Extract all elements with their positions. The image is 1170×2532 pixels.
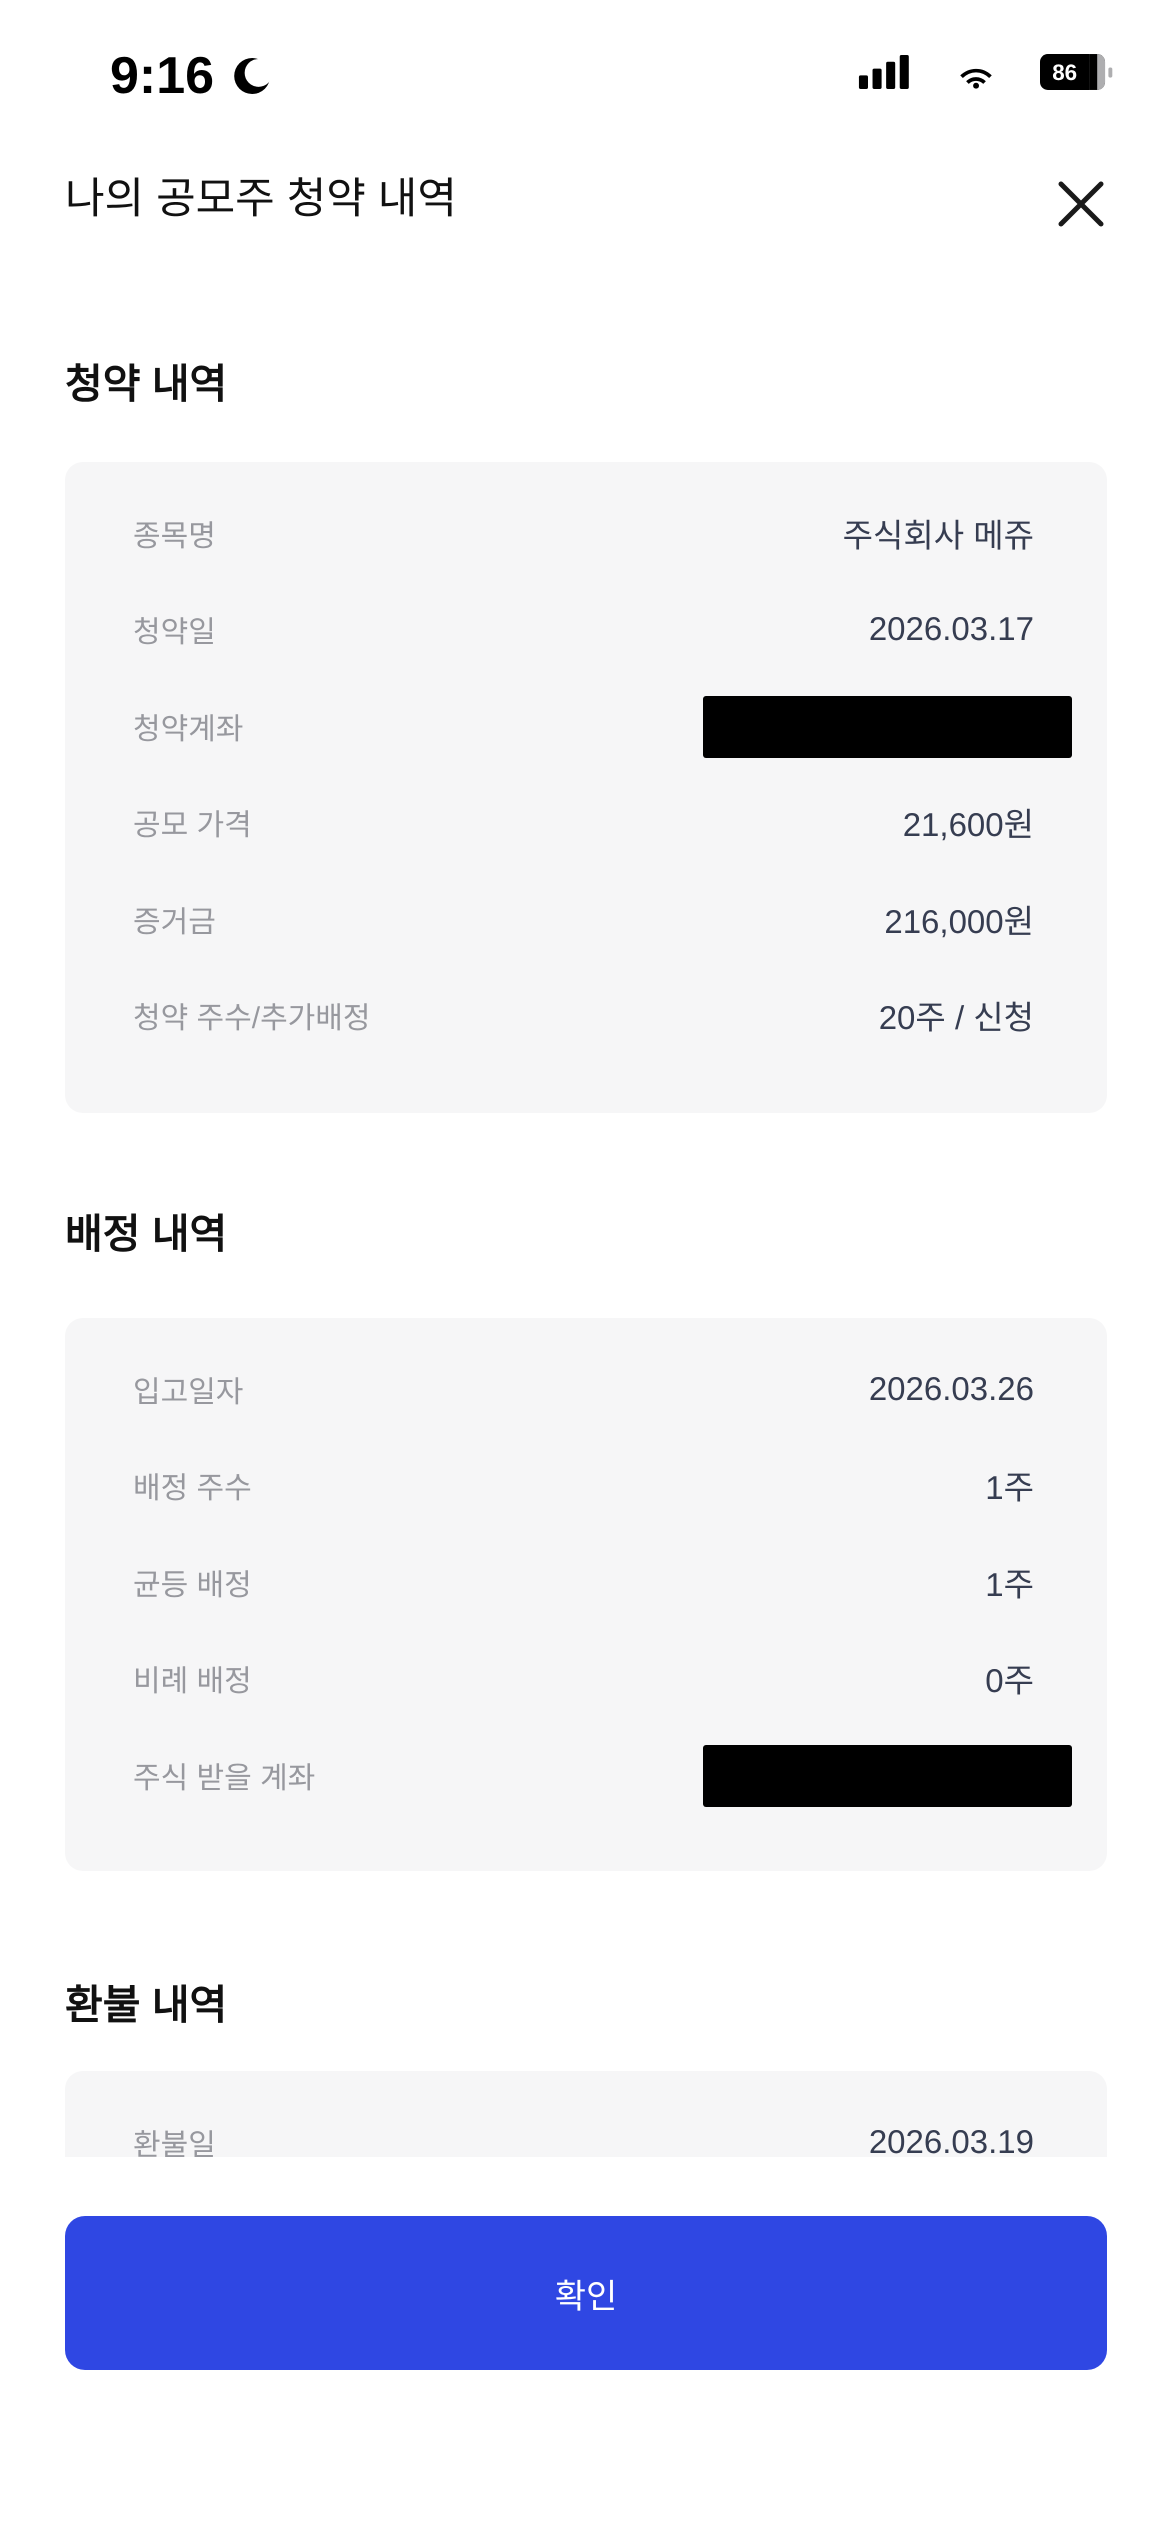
svg-text:86: 86 (1052, 61, 1077, 86)
